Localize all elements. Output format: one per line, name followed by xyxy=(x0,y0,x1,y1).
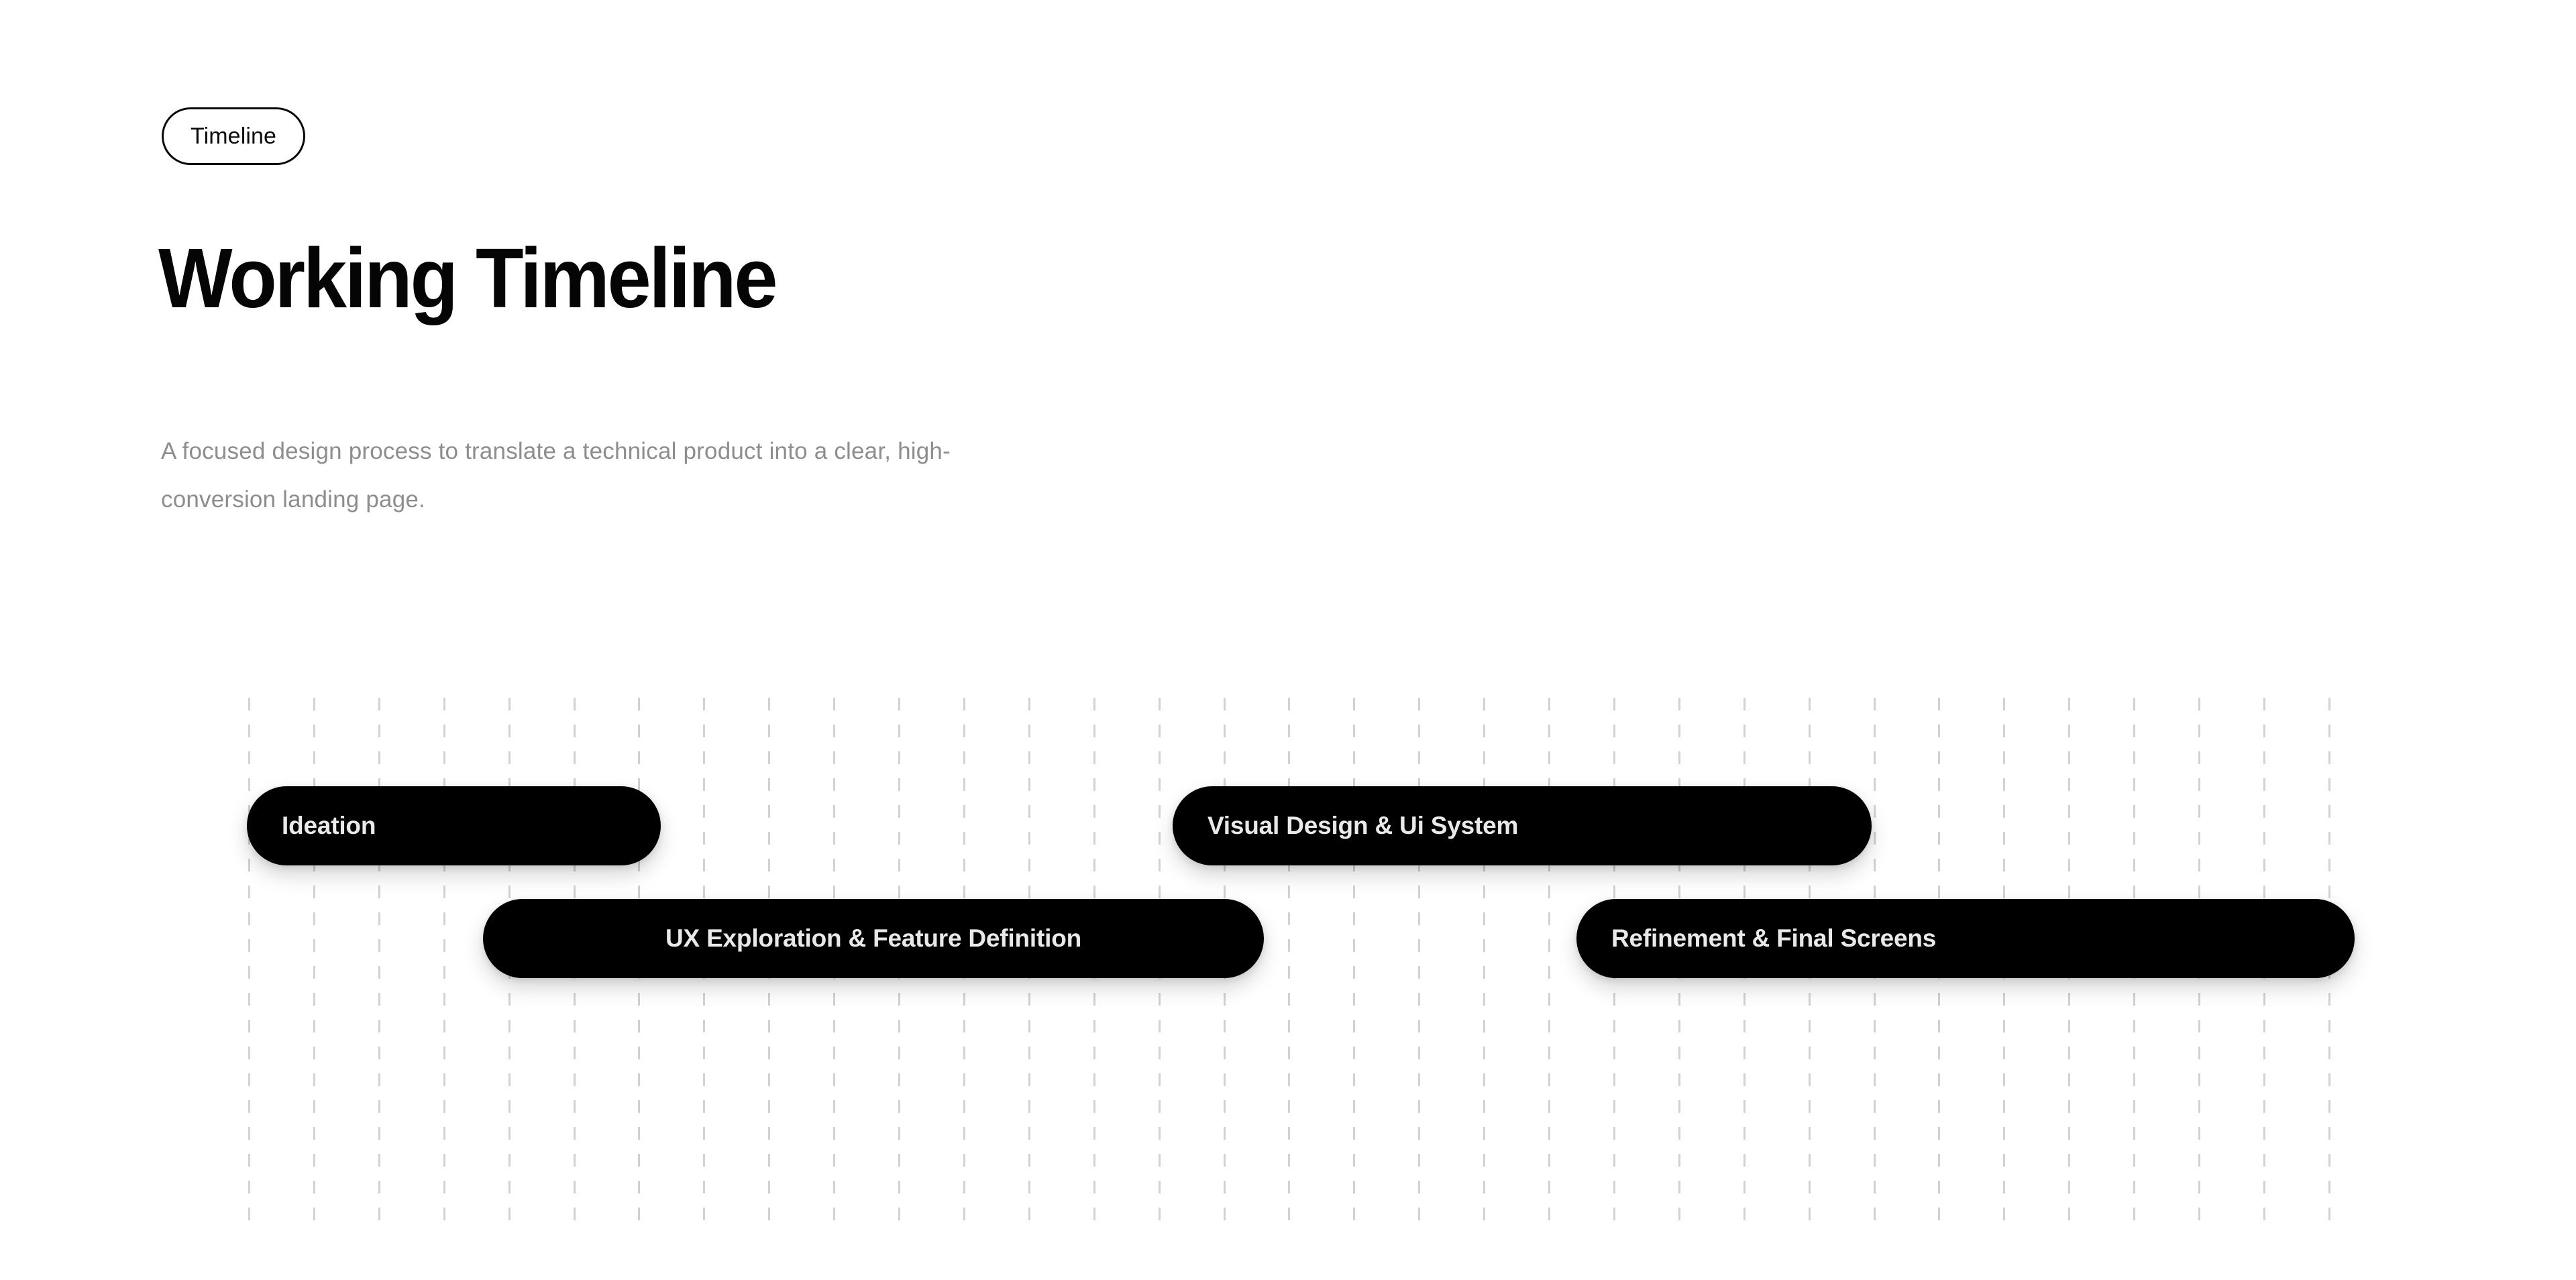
timeline-gridline xyxy=(378,698,380,1226)
timeline-bar[interactable]: UX Exploration & Feature Definition xyxy=(483,899,1264,978)
page-subtitle-line-2: conversion landing page. xyxy=(161,486,425,513)
page-subtitle: A focused design process to translate a … xyxy=(161,427,1368,524)
timeline-bar-label: UX Exploration & Feature Definition xyxy=(665,924,1081,952)
timeline-gridline xyxy=(313,698,315,1226)
timeline-gridline xyxy=(248,698,250,1226)
timeline-gridline xyxy=(1288,698,1291,1226)
section-badge-timeline[interactable]: Timeline xyxy=(162,107,306,165)
timeline-gridline xyxy=(1418,698,1421,1226)
timeline-gridline xyxy=(1353,698,1356,1226)
page-title: Working Timeline xyxy=(158,231,778,325)
timeline-bar-label: Visual Design & Ui System xyxy=(1208,812,1519,839)
timeline-bar[interactable]: Ideation xyxy=(247,786,661,865)
page-subtitle-line-1: A focused design process to translate a … xyxy=(161,438,951,464)
timeline-bar[interactable]: Visual Design & Ui System xyxy=(1173,786,1872,865)
timeline-bar-label: Refinement & Final Screens xyxy=(1611,924,1937,952)
timeline-gridline xyxy=(1483,698,1486,1226)
timeline-bar-label: Ideation xyxy=(282,812,376,839)
timeline-bar[interactable]: Refinement & Final Screens xyxy=(1576,899,2355,978)
timeline-gridline xyxy=(1548,698,1550,1226)
timeline-gridline xyxy=(443,698,445,1226)
